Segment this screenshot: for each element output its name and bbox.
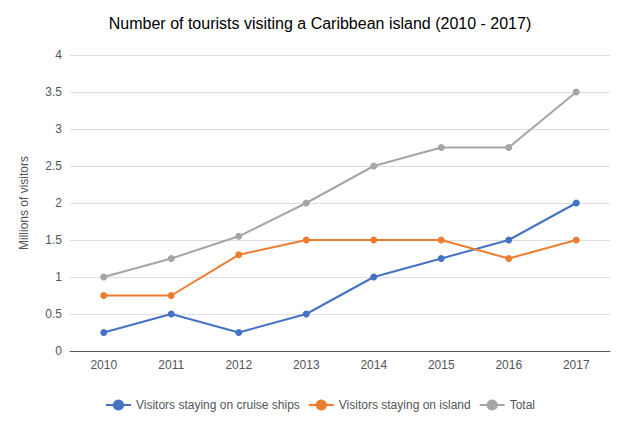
svg-text:0: 0 [55, 344, 62, 358]
svg-text:Visitors staying on island: Visitors staying on island [339, 398, 471, 412]
svg-text:2013: 2013 [293, 358, 320, 372]
svg-text:1.5: 1.5 [45, 233, 62, 247]
svg-text:2.5: 2.5 [45, 159, 62, 173]
svg-text:4: 4 [55, 48, 62, 62]
svg-text:0.5: 0.5 [45, 307, 62, 321]
svg-text:3: 3 [55, 122, 62, 136]
svg-text:1: 1 [55, 270, 62, 284]
svg-text:Visitors staying on cruise shi: Visitors staying on cruise ships [136, 398, 300, 412]
svg-text:2015: 2015 [428, 358, 455, 372]
svg-text:2014: 2014 [360, 358, 387, 372]
svg-text:Total: Total [510, 398, 535, 412]
svg-text:Millions of visitors: Millions of visitors [17, 156, 31, 250]
svg-text:3.5: 3.5 [45, 85, 62, 99]
svg-text:2: 2 [55, 196, 62, 210]
svg-text:2012: 2012 [225, 358, 252, 372]
svg-text:2016: 2016 [495, 358, 522, 372]
svg-text:2011: 2011 [158, 358, 184, 372]
svg-text:Number of tourists visiting a: Number of tourists visiting a Caribbean … [109, 15, 531, 32]
svg-text:2010: 2010 [90, 358, 117, 372]
svg-text:2017: 2017 [563, 358, 590, 372]
